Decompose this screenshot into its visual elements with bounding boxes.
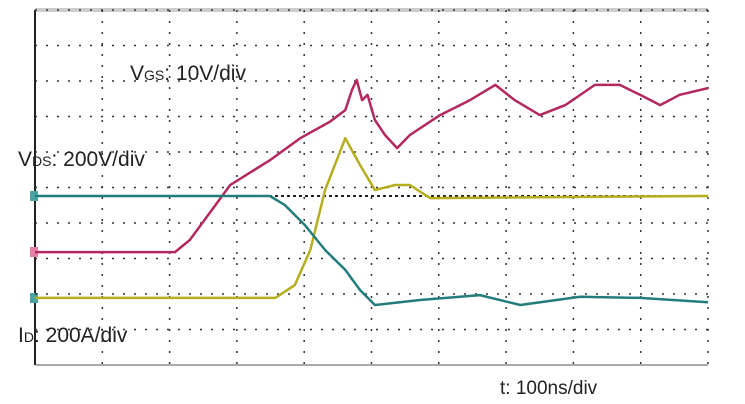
ch-marker [30, 247, 38, 257]
traces [35, 78, 709, 307]
trace [35, 78, 709, 254]
trace [35, 136, 709, 300]
annotation: VGS: 10V/div [130, 62, 246, 85]
annotation: ID: 200A/div [18, 324, 128, 347]
grid [35, 9, 709, 365]
ch-marker [30, 293, 38, 303]
ch-marker [30, 191, 38, 201]
annotation: VDS: 200V/div [18, 148, 145, 171]
trace [35, 194, 709, 307]
time-scale: t: 100ns/div [500, 378, 598, 399]
